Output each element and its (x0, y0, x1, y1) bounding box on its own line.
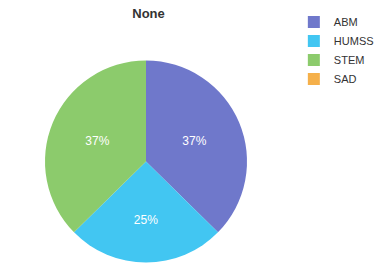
svg-text:ABM: ABM (334, 16, 358, 28)
svg-text:37%: 37% (85, 134, 109, 148)
svg-text:25%: 25% (134, 213, 158, 227)
svg-text:HUMSS: HUMSS (334, 35, 374, 47)
svg-text:STEM: STEM (334, 54, 365, 66)
svg-text:None: None (132, 6, 165, 21)
svg-text:37%: 37% (182, 134, 206, 148)
svg-text:SAD: SAD (334, 73, 357, 85)
